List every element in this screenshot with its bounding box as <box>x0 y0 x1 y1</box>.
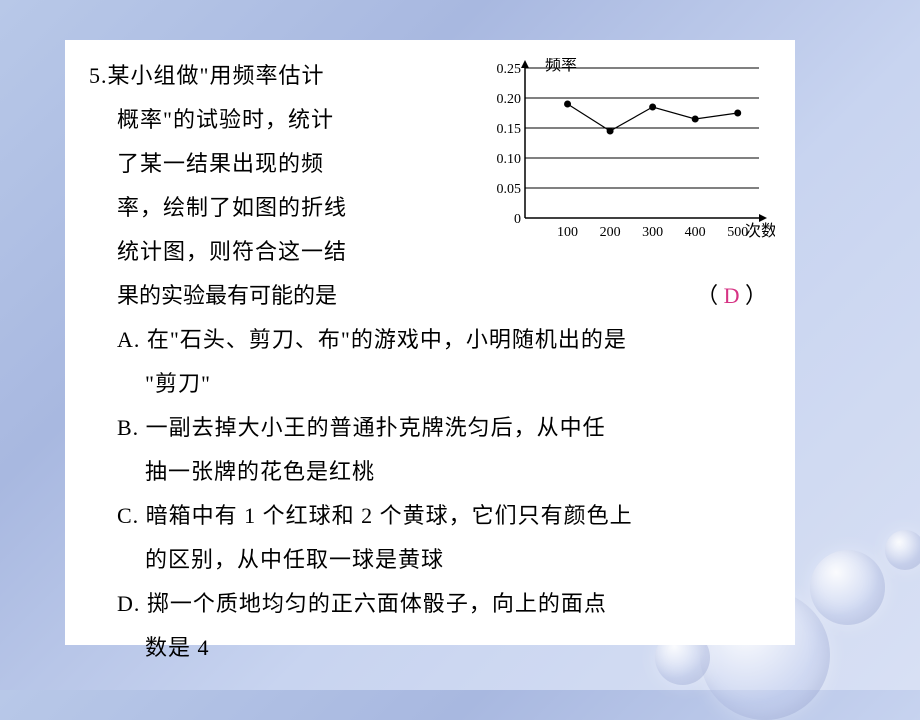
answer-block: （ D ） <box>696 274 767 318</box>
svg-text:400: 400 <box>685 225 706 240</box>
svg-text:频率: 频率 <box>545 58 577 74</box>
option-b: B. 一副去掉大小王的普通扑克牌洗匀后，从中任 <box>89 406 775 450</box>
decorative-bubble <box>885 530 920 570</box>
option-d: D. 掷一个质地均匀的正六面体骰子，向上的面点 <box>89 582 775 626</box>
svg-text:0.20: 0.20 <box>497 92 522 107</box>
option-c: C. 暗箱中有 1 个红球和 2 个黄球，它们只有颜色上 <box>89 494 775 538</box>
svg-text:0.05: 0.05 <box>497 182 522 197</box>
options-block: A. 在"石头、剪刀、布"的游戏中，小明随机出的是 "剪刀" B. 一副去掉大小… <box>89 318 775 670</box>
svg-text:300: 300 <box>642 225 663 240</box>
frequency-chart: 00.050.100.150.200.25100200300400500频率次数 <box>475 54 775 274</box>
svg-text:0: 0 <box>514 212 521 227</box>
svg-text:次数: 次数 <box>745 222 775 240</box>
svg-text:0.25: 0.25 <box>497 62 522 77</box>
decorative-bubble <box>810 550 885 625</box>
option-a: A. 在"石头、剪刀、布"的游戏中，小明随机出的是 <box>89 318 775 362</box>
question-number: 5. <box>89 63 108 88</box>
question-result-line: 果的实验最有可能的是 （ D ） <box>89 274 775 318</box>
answer-letter: D <box>724 283 740 308</box>
svg-text:0.10: 0.10 <box>497 152 522 167</box>
svg-text:100: 100 <box>557 225 578 240</box>
svg-text:0.15: 0.15 <box>497 122 522 137</box>
question-card: 5.某小组做"用频率估计 概率"的试验时，统计 了某一结果出现的频 率，绘制了如… <box>65 40 795 645</box>
question-stem: 5.某小组做"用频率估计 概率"的试验时，统计 了某一结果出现的频 率，绘制了如… <box>89 54 475 274</box>
svg-text:200: 200 <box>600 225 621 240</box>
